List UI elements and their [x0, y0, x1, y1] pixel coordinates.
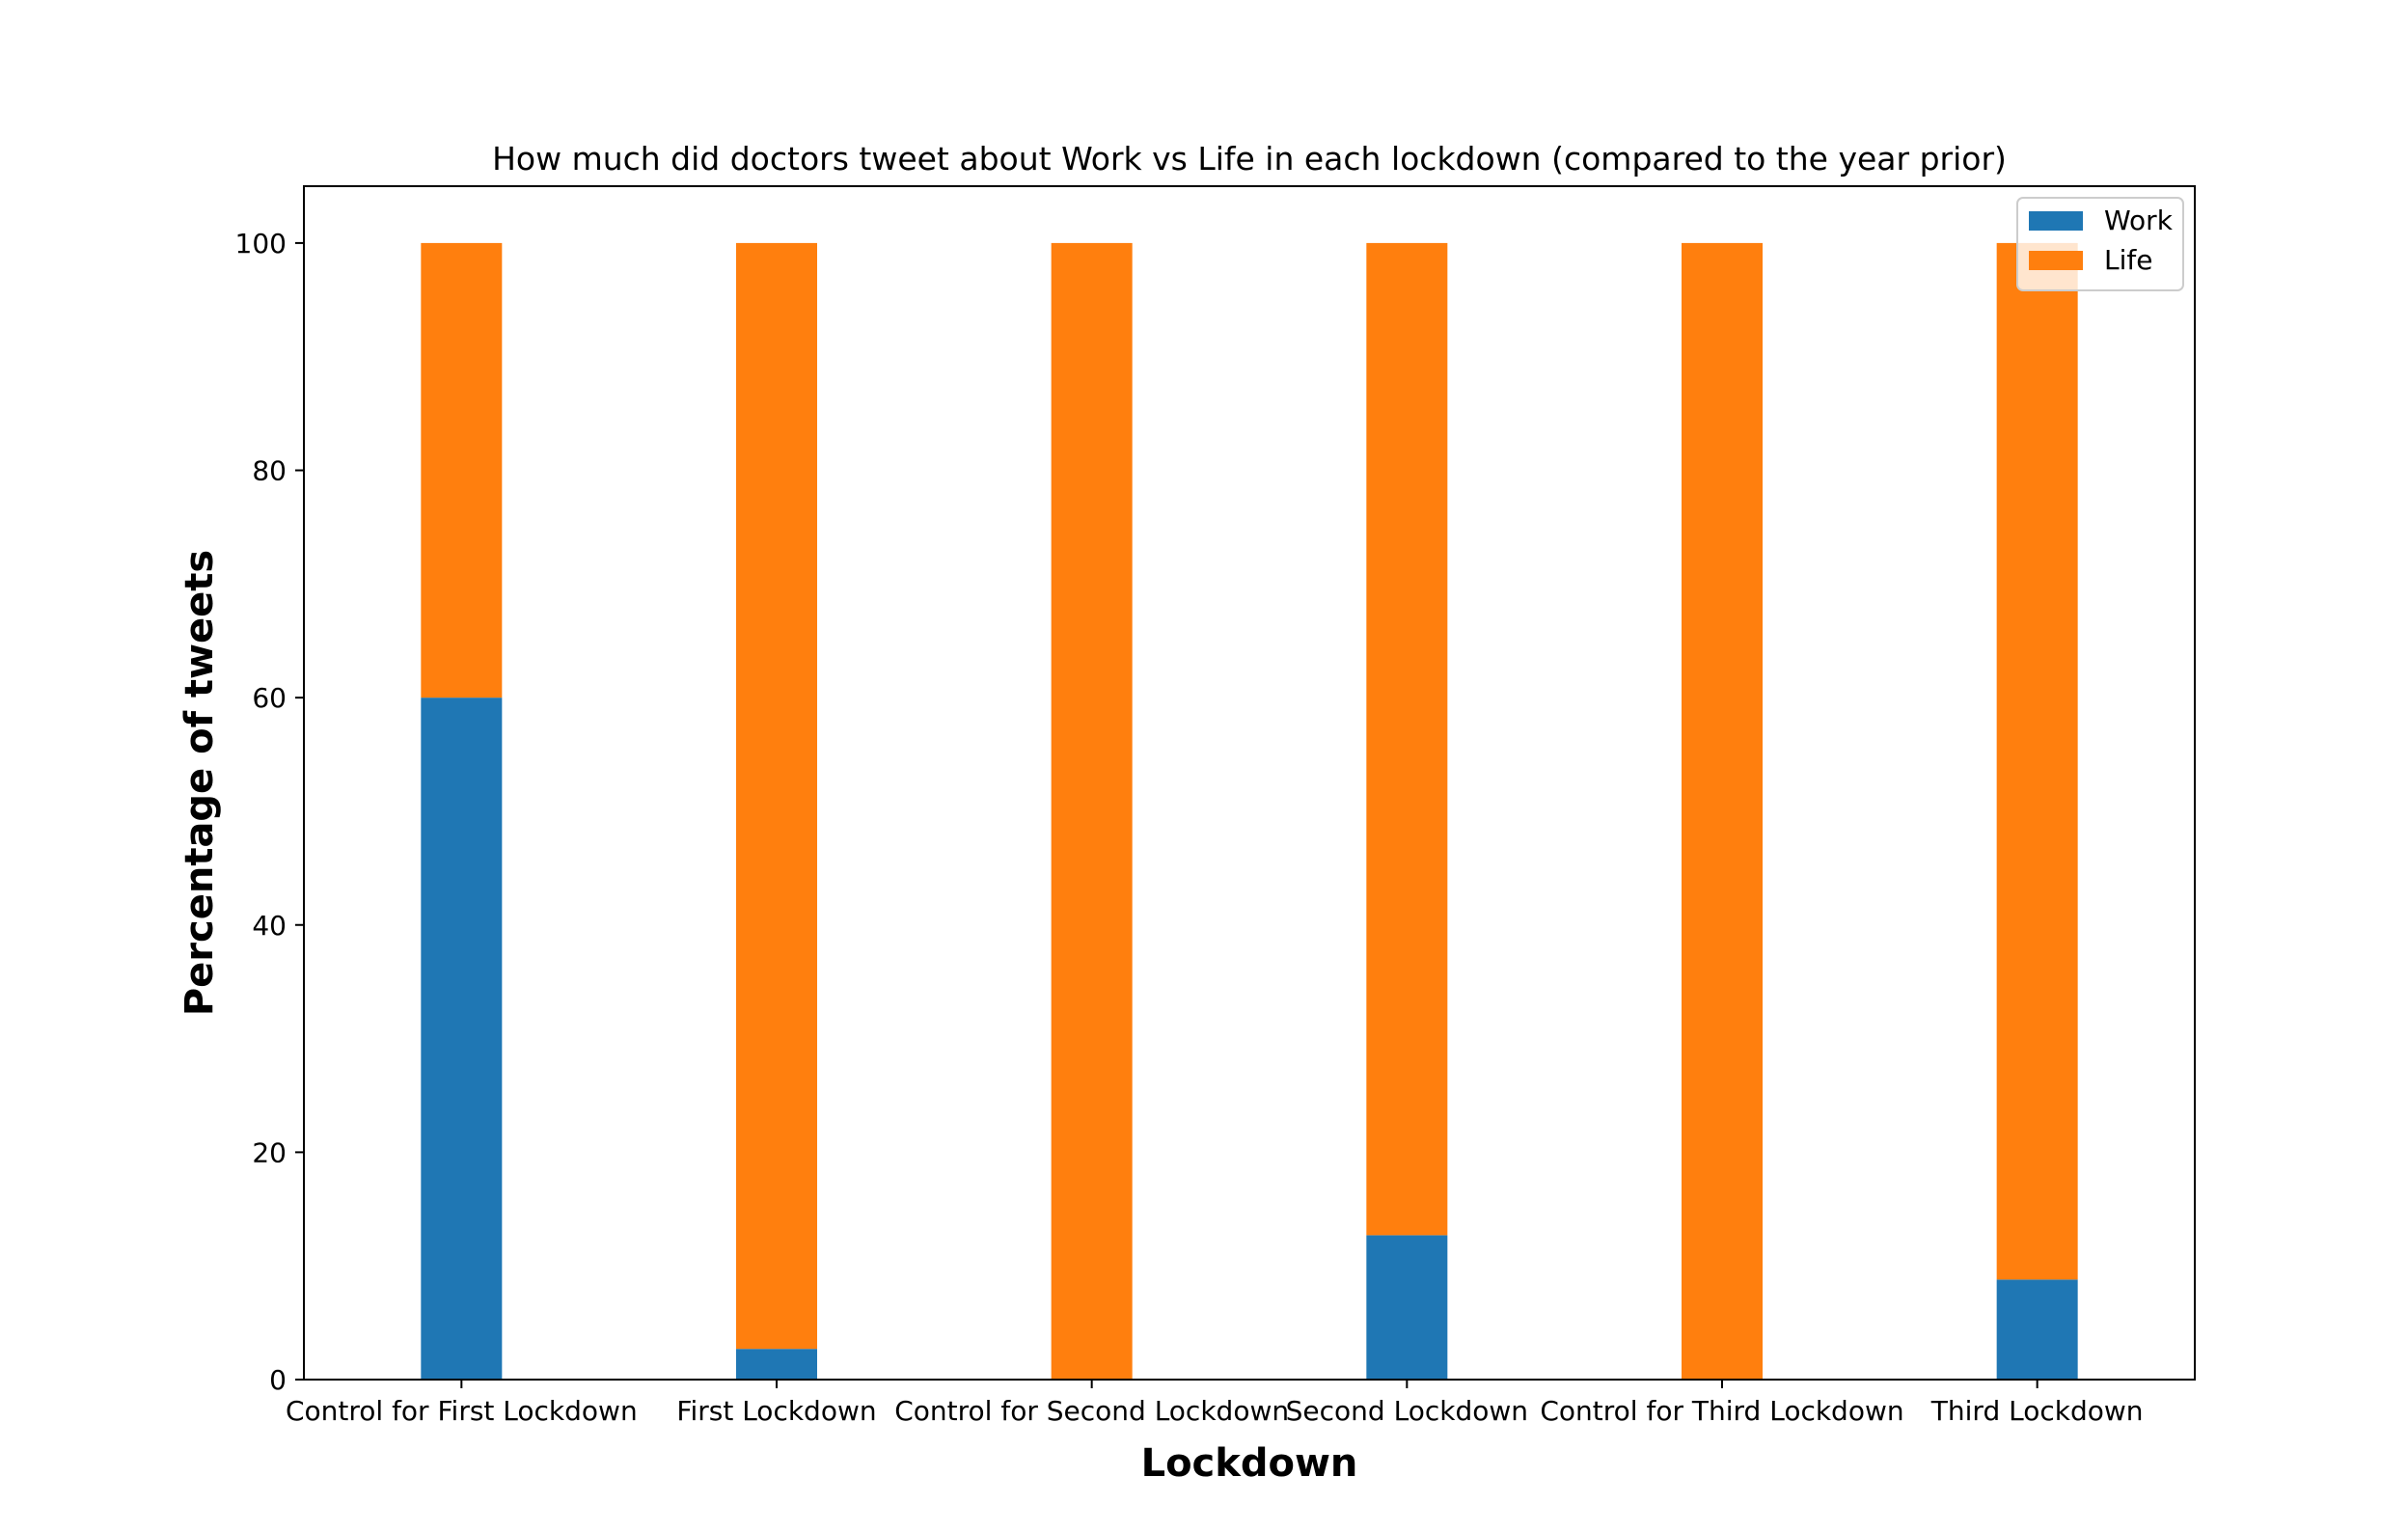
bar-work-6 [1996, 1279, 2078, 1380]
x-tick-label: Control for First Lockdown [286, 1395, 638, 1427]
x-tick-label: Third Lockdown [1930, 1395, 2144, 1427]
plot-frame [303, 185, 2196, 1381]
x-axis: Control for First Lockdown First Lockdown… [286, 1380, 2144, 1427]
legend-swatch-life [2029, 251, 2083, 270]
bar-work-2 [736, 1349, 817, 1380]
y-axis-label: Percentage of tweets [178, 550, 222, 1016]
y-tick-label: 60 [252, 682, 287, 714]
x-tick-label: Control for Third Lockdown [1540, 1395, 1903, 1427]
bar-life-5 [1682, 242, 1763, 1380]
bar-life-4 [1366, 242, 1448, 1236]
chart-title: How much did doctors tweet about Work vs… [492, 140, 2007, 178]
x-tick-label: Control for Second Lockdown [894, 1395, 1289, 1427]
x-tick-label: Second Lockdown [1286, 1395, 1528, 1427]
legend-label-life: Life [2104, 244, 2152, 276]
legend: Work Life [2016, 197, 2184, 291]
bar-life-1 [421, 242, 503, 698]
x-axis-label: Lockdown [1141, 1441, 1358, 1486]
bar-life-3 [1051, 242, 1133, 1380]
x-tick-label: First Lockdown [676, 1395, 876, 1427]
bar-work-1 [421, 698, 503, 1380]
y-axis: 0 20 40 60 80 100 [235, 228, 304, 1396]
legend-swatch-work [2029, 211, 2083, 231]
bar-life-2 [736, 242, 817, 1350]
y-tick-label: 40 [252, 910, 287, 942]
y-tick-label: 0 [269, 1364, 287, 1396]
y-tick-label: 80 [252, 455, 287, 487]
y-tick-label: 100 [235, 228, 287, 260]
legend-label-work: Work [2104, 205, 2174, 236]
bar-life-6 [1996, 242, 2078, 1280]
bars [421, 242, 2078, 1380]
bar-work-4 [1366, 1235, 1448, 1380]
y-tick-label: 20 [252, 1136, 287, 1168]
